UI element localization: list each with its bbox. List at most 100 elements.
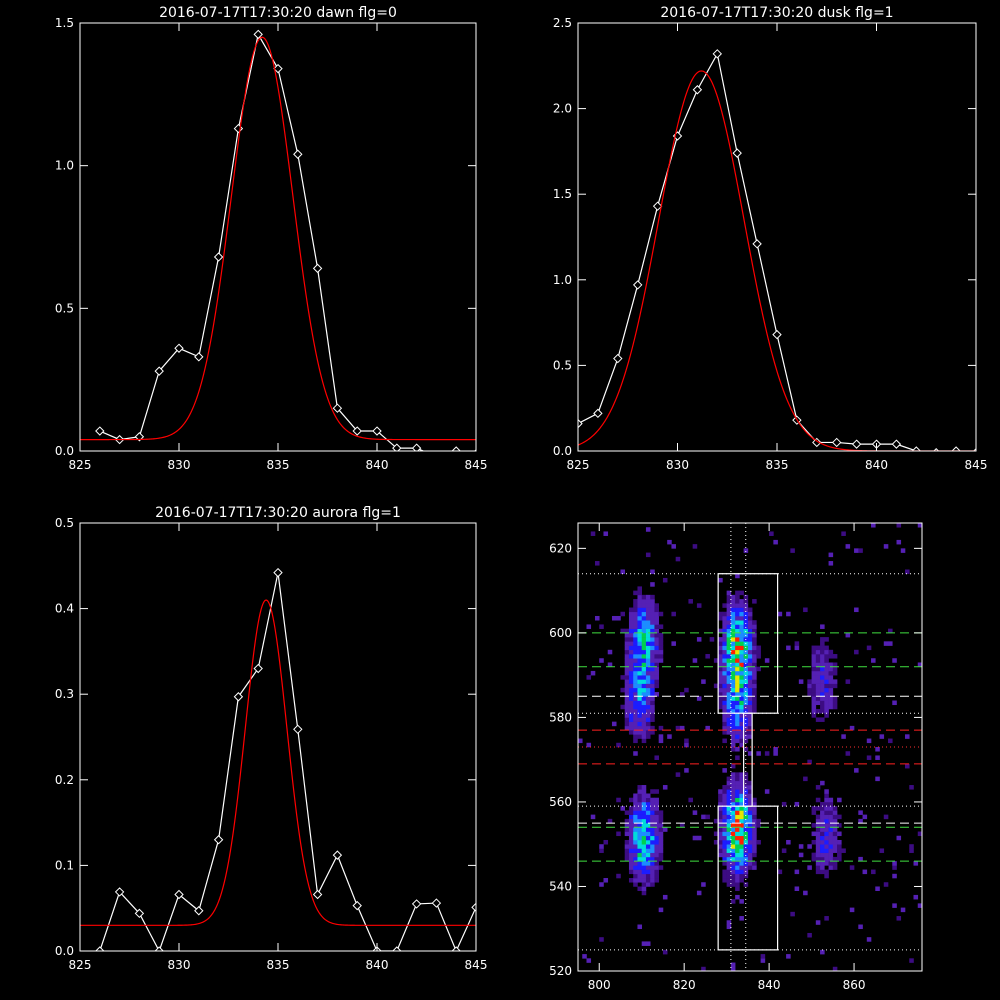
heatmap-cell: [730, 611, 736, 617]
heatmap-cell: [641, 785, 647, 790]
heatmap-cell: [832, 835, 838, 841]
plot-area: [578, 523, 922, 971]
heatmap-cell: [798, 852, 804, 858]
heatmap-cell: [696, 696, 702, 701]
heatmap-cell: [641, 641, 647, 646]
heatmap-cell: [620, 628, 626, 634]
heatmap-cell: [654, 814, 659, 820]
heatmap-cell: [747, 835, 753, 841]
heatmap-cell: [662, 894, 668, 900]
heatmap-cell: [824, 658, 829, 663]
data-point: [851, 439, 862, 449]
heatmap-cell: [641, 692, 647, 697]
x-tick-label: 845: [465, 958, 488, 972]
heatmap-cell: [824, 831, 829, 837]
heatmap-cell: [730, 603, 736, 608]
heatmap-cell: [654, 666, 659, 672]
heatmap-cell: [747, 725, 753, 731]
heatmap-cell: [658, 818, 664, 824]
heatmap-cell: [858, 810, 863, 815]
heatmap-cell: [633, 751, 638, 756]
heatmap-cell: [752, 692, 757, 697]
heatmap-cell: [735, 865, 740, 870]
heatmap-cell: [815, 856, 821, 862]
heatmap-cell: [752, 645, 757, 651]
heatmap-cell: [824, 835, 829, 841]
heatmap-cell: [624, 725, 630, 731]
heatmap-cell: [637, 793, 643, 799]
heatmap-cell: [650, 878, 655, 883]
heatmap-cell: [628, 700, 634, 706]
heatmap-cell: [718, 839, 723, 845]
data-point: [652, 201, 663, 211]
heatmap-cell: [739, 687, 744, 693]
heatmap-cell: [896, 539, 902, 545]
heatmap-cell: [824, 818, 829, 824]
data-point: [114, 887, 125, 897]
heatmap-cell: [726, 696, 732, 701]
heatmap-cell: [645, 806, 651, 811]
heatmap-cell: [828, 806, 834, 811]
heatmap-cell: [713, 683, 719, 689]
heatmap-cell: [718, 637, 723, 642]
heatmap-cell: [650, 801, 655, 807]
heatmap-cell: [730, 827, 736, 832]
heatmap-cell: [730, 696, 736, 701]
y-tick-label: 1.0: [55, 159, 74, 173]
heatmap-cell: [705, 725, 710, 731]
heatmap-cell: [917, 831, 922, 837]
heatmap-cell: [820, 696, 825, 701]
heatmap-cell: [628, 649, 634, 655]
heatmap-cell: [815, 797, 821, 803]
heatmap-cell: [811, 666, 817, 672]
heatmap-cell: [645, 797, 651, 803]
heatmap-cell: [637, 878, 643, 883]
heatmap-cell: [718, 818, 723, 824]
heatmap-cell: [820, 645, 825, 651]
heatmap-cell: [811, 683, 817, 689]
heatmap-cell: [743, 852, 749, 858]
data-point: [732, 148, 742, 158]
heatmap-cell: [743, 725, 749, 731]
heatmap-cell: [637, 628, 643, 634]
heatmap-cell: [756, 818, 761, 824]
heatmap-cell: [654, 670, 659, 676]
heatmap-cell: [811, 675, 817, 680]
heatmap-cell: [815, 785, 821, 790]
heatmap-cell: [730, 654, 736, 659]
data-point: [293, 149, 303, 159]
heatmap-cell: [820, 806, 825, 811]
heatmap-cell: [718, 641, 723, 646]
heatmap-cell: [641, 797, 647, 803]
heatmap-cell: [645, 844, 651, 849]
chart-panel-2: 825 830 835 840 845 0.0 0.5 1.0 1.5 2.0 2.5 2016-07…: [553, 5, 988, 472]
data-point: [712, 49, 723, 59]
heatmap-cell: [790, 911, 795, 917]
heatmap-cell: [747, 708, 753, 714]
heatmap-cell: [718, 683, 723, 689]
heatmap-cell: [705, 814, 710, 820]
heatmap-cell: [645, 675, 651, 680]
heatmap-cell: [718, 628, 723, 634]
heatmap-cell: [828, 704, 834, 710]
heatmap-cell: [650, 687, 655, 693]
heatmap-cell: [637, 683, 643, 689]
heatmap-cell: [726, 662, 732, 667]
heatmap-cell: [641, 873, 647, 879]
heatmap-cell: [832, 666, 838, 672]
heatmap-cell: [701, 882, 706, 887]
heatmap-cell: [641, 658, 647, 663]
heatmap-cell: [756, 839, 761, 845]
heatmap-cell: [722, 658, 727, 663]
heatmap-cell: [730, 818, 736, 824]
heatmap-cell: [684, 687, 689, 693]
heatmap-cell: [654, 844, 659, 849]
heatmap-cell: [641, 738, 647, 744]
heatmap-cell: [735, 861, 740, 866]
heatmap-cell: [641, 607, 647, 613]
heatmap-cell: [730, 776, 736, 782]
heatmap-cell: [739, 831, 744, 837]
heatmap-cell: [820, 780, 825, 786]
heatmap-cell: [641, 721, 647, 727]
heatmap-cell: [730, 878, 736, 883]
